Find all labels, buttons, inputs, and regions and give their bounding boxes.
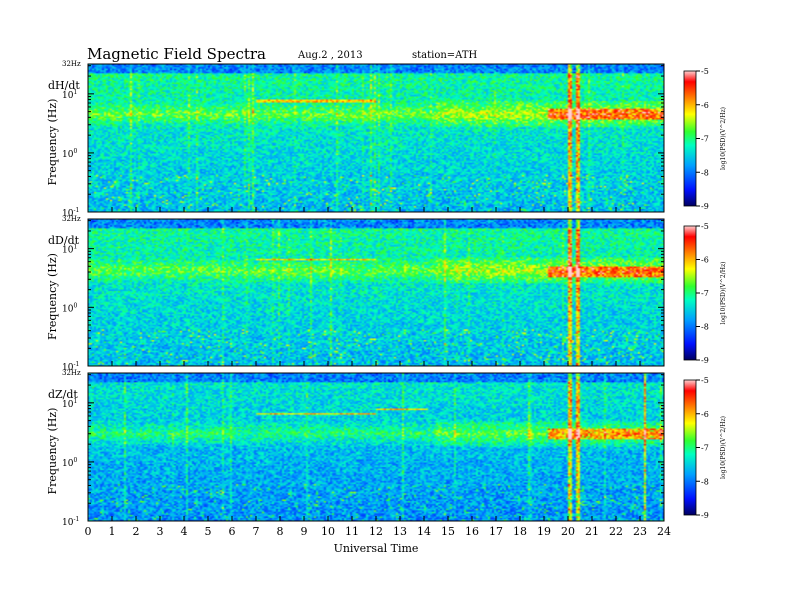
y-axis-label: Frequency (Hz) — [46, 253, 59, 340]
y-tick-label: 100 — [62, 148, 77, 160]
x-tick-label: 6 — [229, 525, 236, 538]
colorbar-label: log10(PSD)(V^2/Hz) — [720, 416, 727, 479]
x-tick-label: 0 — [85, 525, 92, 538]
y-tick-label: 10-1 — [62, 361, 79, 373]
station-label: station=ATH — [412, 50, 478, 61]
colorbar-tick-label: -7 — [701, 289, 709, 298]
colorbar-tick-label: -9 — [701, 511, 709, 520]
x-tick-label: 13 — [393, 525, 407, 538]
x-tick-label: 18 — [513, 525, 527, 538]
component-label: dZ/dt — [48, 388, 78, 401]
x-tick-label: 23 — [633, 525, 647, 538]
x-tick-label: 22 — [609, 525, 623, 538]
x-tick-label: 7 — [253, 525, 260, 538]
colorbar-tick-label: -5 — [701, 222, 709, 231]
y-tick-label: 10-1 — [62, 516, 79, 528]
x-tick-label: 11 — [345, 525, 359, 538]
colorbar-label: log10(PSD)(V^2/Hz) — [720, 262, 727, 325]
colorbar-tick-label: -8 — [701, 323, 709, 332]
x-tick-label: 4 — [181, 525, 188, 538]
top-frequency-label: 32Hz — [62, 215, 81, 223]
x-axis-label: Universal Time — [334, 542, 419, 555]
colorbar-tick-label: -5 — [701, 67, 709, 76]
figure-title: Magnetic Field Spectra — [87, 45, 266, 63]
colorbar-tick-label: -9 — [701, 202, 709, 211]
colorbar-tick-label: -5 — [701, 376, 709, 385]
spectrogram-image — [88, 219, 664, 366]
x-tick-label: 14 — [417, 525, 431, 538]
x-tick-label: 15 — [441, 525, 455, 538]
colorbar-tick-label: -9 — [701, 356, 709, 365]
colorbar-tick-label: -6 — [701, 410, 709, 419]
y-tick-label: 10-1 — [62, 207, 79, 219]
spectrogram-panel: dH/dt 32Hz Frequency (Hz)101 100 10-1 -5 -6 -7 -… — [46, 60, 727, 219]
x-tick-label: 1 — [109, 525, 116, 538]
x-tick-label: 2 — [133, 525, 140, 538]
x-tick-label: 19 — [537, 525, 551, 538]
colorbar-tick-label: -6 — [701, 256, 709, 265]
x-tick-label: 17 — [489, 525, 503, 538]
y-axis-label: Frequency (Hz) — [46, 408, 59, 495]
x-tick-label: 10 — [321, 525, 335, 538]
colorbar-tick-label: -6 — [701, 101, 709, 110]
spectrogram-image — [88, 64, 664, 212]
x-tick-label: 3 — [157, 525, 164, 538]
colorbar-label: log10(PSD)(V^2/Hz) — [720, 107, 727, 170]
x-tick-label: 8 — [277, 525, 284, 538]
y-tick-label: 101 — [62, 244, 77, 256]
y-tick-label: 100 — [62, 302, 77, 314]
colorbar-tick-label: -8 — [701, 168, 709, 177]
x-tick-label: 21 — [585, 525, 599, 538]
colorbar-tick-label: -8 — [701, 477, 709, 486]
x-tick-label: 12 — [369, 525, 383, 538]
top-frequency-label: 32Hz — [62, 369, 81, 377]
y-tick-label: 101 — [62, 398, 77, 410]
colorbar-tick-label: -7 — [701, 444, 709, 453]
x-tick-label: 9 — [301, 525, 308, 538]
x-tick-label: 16 — [465, 525, 479, 538]
spectrogram-panel: dD/dt 32Hz Frequency (Hz)101 100 10-1 -5 -6 -7 -… — [46, 215, 727, 373]
colorbar — [683, 225, 697, 361]
y-tick-label: 101 — [62, 89, 77, 101]
date-label: Aug.2 , 2013 — [297, 50, 363, 61]
x-tick-label: 24 — [657, 525, 671, 538]
component-label: dH/dt — [48, 79, 80, 92]
top-frequency-label: 32Hz — [62, 60, 81, 68]
y-tick-label: 100 — [62, 457, 77, 469]
x-tick-label: 5 — [205, 525, 212, 538]
y-axis-label: Frequency (Hz) — [46, 99, 59, 186]
spectrogram-image — [88, 373, 664, 521]
colorbar — [683, 70, 697, 207]
colorbar — [683, 379, 697, 516]
colorbar-tick-label: -7 — [701, 135, 709, 144]
x-tick-label: 20 — [561, 525, 575, 538]
component-label: dD/dt — [48, 234, 80, 247]
